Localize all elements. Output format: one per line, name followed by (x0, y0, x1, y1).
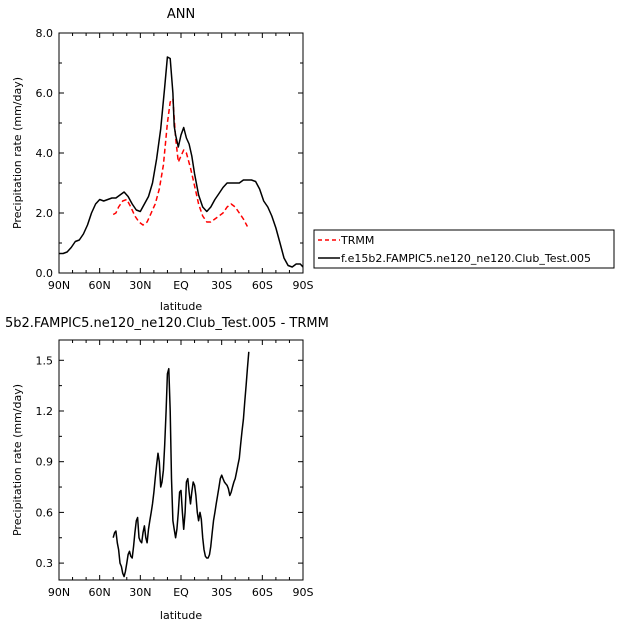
top-ytick-label: 0.0 (36, 267, 54, 280)
bottom-ylabel: Precipitation rate (mm/day) (11, 384, 24, 536)
bottom-ytick-label: 0.6 (36, 506, 54, 519)
top-ytick-label: 6.0 (36, 87, 54, 100)
bottom-xtick-label: 30S (211, 586, 232, 599)
top-xlabel: latitude (160, 300, 202, 313)
top-ytick-label: 8.0 (36, 27, 54, 40)
legend-box (313, 229, 615, 269)
top-xtick-label: EQ (173, 279, 189, 292)
bottom-title: 5b2.FAMPIC5.ne120_ne120.Club_Test.005 - … (5, 316, 329, 331)
legend-label-model: f.e15b2.FAMPIC5.ne120_ne120.Club_Test.00… (341, 252, 591, 265)
top-xtick-label: 60S (252, 279, 273, 292)
legend-label-trmm: TRMM (340, 234, 374, 247)
top-series-line-1 (59, 56, 304, 268)
top-xtick-label: 30S (211, 279, 232, 292)
bottom-plot-frame (58, 339, 304, 581)
top-xtick-label: 90N (48, 279, 70, 292)
top-panel: ANN 90N 60N 30N EQ 30S 60S 90S0.02.04.06.08.0 … (11, 7, 615, 313)
bottom-ytick-label: 1.5 (36, 354, 54, 367)
top-xtick-label: 60N (89, 279, 111, 292)
legend: TRMM f.e15b2.FAMPIC5.ne120_ne120.Club_Te… (313, 229, 615, 269)
bottom-ytick-label: 0.3 (36, 557, 54, 570)
top-series-line-0 (112, 98, 249, 227)
bottom-ytick-label: 0.9 (36, 456, 54, 469)
top-title: ANN (167, 7, 195, 22)
top-plot-frame (58, 32, 304, 274)
top-ytick-label: 2.0 (36, 207, 54, 220)
top-ylabel: Precipitation rate (mm/day) (11, 77, 24, 229)
bottom-xtick-label: 90N (48, 586, 70, 599)
top-ytick-label: 4.0 (36, 147, 54, 160)
bottom-panel: 5b2.FAMPIC5.ne120_ne120.Club_Test.005 - … (5, 316, 329, 622)
bottom-ytick-label: 1.2 (36, 405, 54, 418)
bottom-xtick-label: 60S (252, 586, 273, 599)
top-xtick-label: 90S (293, 279, 314, 292)
bottom-xtick-label: 30N (129, 586, 151, 599)
bottom-xtick-label: 90S (293, 586, 314, 599)
bottom-xlabel: latitude (160, 609, 202, 622)
bottom-xtick-label: EQ (173, 586, 189, 599)
bottom-xtick-label: 60N (89, 586, 111, 599)
top-xtick-label: 30N (129, 279, 151, 292)
bottom-series-line-0 (112, 351, 250, 578)
